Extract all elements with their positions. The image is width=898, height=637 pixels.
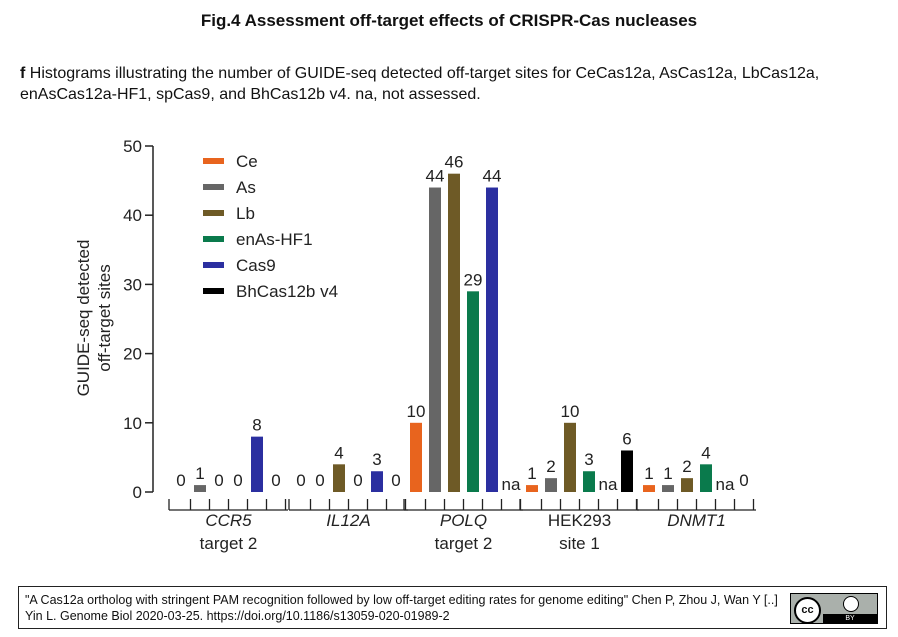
bar-as bbox=[662, 485, 674, 492]
legend-swatch-lb bbox=[203, 210, 224, 216]
bar-enas-hf1 bbox=[467, 291, 479, 492]
caption-text: Histograms illustrating the number of GU… bbox=[20, 65, 820, 103]
bar-value-label: 10 bbox=[561, 402, 580, 421]
panel-letter: f bbox=[20, 65, 26, 82]
bar-value-label: 10 bbox=[407, 402, 426, 421]
legend-label: Lb bbox=[236, 204, 255, 223]
bar-ce bbox=[526, 485, 538, 492]
bar-value-label: 29 bbox=[464, 270, 483, 289]
bar-value-label: 6 bbox=[622, 429, 631, 448]
legend-swatch-ce bbox=[203, 158, 224, 164]
bar-ce bbox=[643, 485, 655, 492]
y-axis-title: GUIDE-seq detected off-target sites bbox=[74, 240, 114, 397]
y-axis-title-line2: off-target sites bbox=[95, 264, 114, 371]
legend-swatch-cas9 bbox=[203, 262, 224, 268]
y-tick-label: 0 bbox=[133, 483, 142, 502]
bar-enas-hf1 bbox=[583, 471, 595, 492]
bar-value-label: 2 bbox=[682, 457, 691, 476]
bar-value-label: 3 bbox=[584, 450, 593, 469]
y-tick-label: 40 bbox=[123, 206, 142, 225]
bar-value-label: 0 bbox=[391, 471, 400, 490]
x-group-label: CCR5 bbox=[205, 511, 252, 530]
y-tick-label: 30 bbox=[123, 275, 142, 294]
bar-cas9 bbox=[486, 187, 498, 492]
x-group-label: DNMT1 bbox=[667, 511, 726, 530]
legend-label: BhCas12b v4 bbox=[236, 282, 338, 301]
bar-as bbox=[194, 485, 206, 492]
bar-value-label: na bbox=[599, 475, 618, 494]
bar-cas9 bbox=[371, 471, 383, 492]
legend-label: Cas9 bbox=[236, 256, 276, 275]
x-group-sublabel: site 1 bbox=[559, 534, 600, 553]
by-label: BY bbox=[823, 614, 877, 623]
bar-value-label: 44 bbox=[483, 167, 502, 186]
bar-ce bbox=[410, 422, 422, 492]
citation-text: "A Cas12a ortholog with stringent PAM re… bbox=[25, 593, 778, 623]
bar-value-label: 46 bbox=[445, 153, 464, 172]
bar-value-label: 0 bbox=[353, 471, 362, 490]
citation-box: "A Cas12a ortholog with stringent PAM re… bbox=[18, 586, 887, 629]
cc-by-license-badge[interactable]: cc BY bbox=[790, 593, 878, 624]
legend-label: As bbox=[236, 178, 256, 197]
attribution-person-icon bbox=[843, 596, 859, 612]
x-group-sublabel: target 2 bbox=[200, 534, 258, 553]
x-group-sublabel: target 2 bbox=[435, 534, 493, 553]
x-group-label: IL12A bbox=[326, 511, 370, 530]
legend-swatch-enas-hf1 bbox=[203, 236, 224, 242]
figure-title: Fig.4 Assessment off-target effects of C… bbox=[200, 11, 698, 30]
y-tick-label: 50 bbox=[123, 137, 142, 156]
bar-lb bbox=[681, 478, 693, 492]
bar-value-label: 4 bbox=[701, 443, 710, 462]
bar-value-label: 0 bbox=[739, 471, 748, 490]
bar-lb bbox=[448, 173, 460, 492]
legend-swatch-as bbox=[203, 184, 224, 190]
x-group-label: POLQ bbox=[440, 511, 487, 530]
bar-value-label: na bbox=[502, 475, 521, 494]
legend-swatch-bhcas12b-v4 bbox=[203, 288, 224, 294]
y-tick-label: 10 bbox=[123, 414, 142, 433]
bar-value-label: 8 bbox=[252, 416, 261, 435]
bar-value-label: 1 bbox=[195, 464, 204, 483]
legend-label: Ce bbox=[236, 152, 258, 171]
bar-value-label: 0 bbox=[214, 471, 223, 490]
bar-value-label: 3 bbox=[372, 450, 381, 469]
bar-value-label: 1 bbox=[527, 464, 536, 483]
figure-caption: f Histograms illustrating the number of … bbox=[20, 63, 870, 105]
bar-bhcas12b-v4 bbox=[621, 450, 633, 492]
bar-as bbox=[429, 187, 441, 492]
bar-cas9 bbox=[251, 436, 263, 492]
bar-lb bbox=[333, 464, 345, 492]
bar-value-label: 2 bbox=[546, 457, 555, 476]
legend-label: enAs-HF1 bbox=[236, 230, 313, 249]
bar-value-label: 44 bbox=[426, 167, 445, 186]
bar-value-label: 1 bbox=[663, 464, 672, 483]
bar-lb bbox=[564, 422, 576, 492]
bar-value-label: 0 bbox=[271, 471, 280, 490]
x-group-label: HEK293 bbox=[548, 511, 611, 530]
bar-value-label: 0 bbox=[315, 471, 324, 490]
bar-value-label: 1 bbox=[644, 464, 653, 483]
bar-as bbox=[545, 478, 557, 492]
bar-value-label: 0 bbox=[233, 471, 242, 490]
cc-icon: cc bbox=[794, 597, 821, 624]
bar-value-label: 4 bbox=[334, 443, 343, 462]
y-axis-title-line1: GUIDE-seq detected bbox=[74, 240, 93, 397]
bar-value-label: 0 bbox=[176, 471, 185, 490]
bar-value-label: na bbox=[716, 475, 735, 494]
bar-enas-hf1 bbox=[700, 464, 712, 492]
bar-value-label: 0 bbox=[296, 471, 305, 490]
y-tick-label: 20 bbox=[123, 345, 142, 364]
